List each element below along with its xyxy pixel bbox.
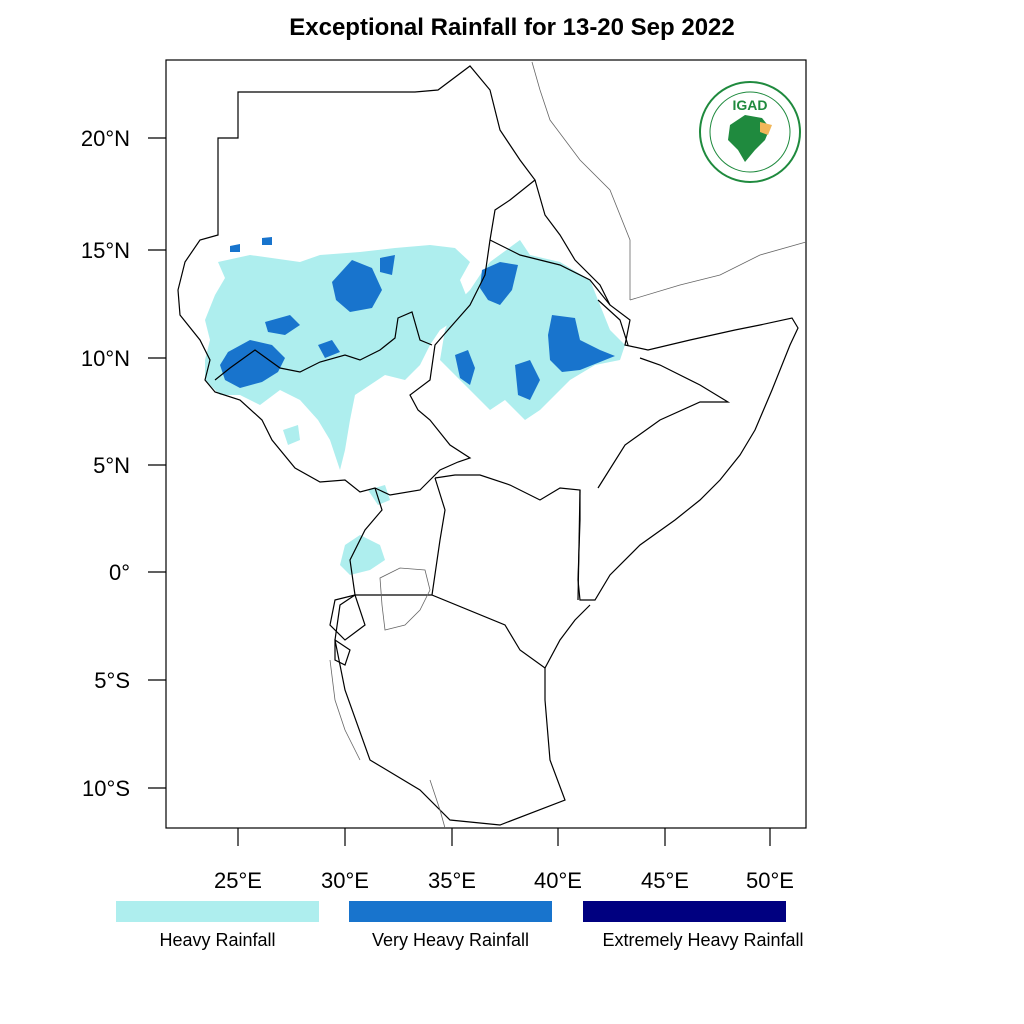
lat-label-10n: 10°N — [81, 346, 130, 371]
lat-ticks — [148, 137, 166, 789]
lon-label-50e: 50°E — [746, 868, 794, 893]
lakes-and-outlines — [329, 61, 807, 829]
map-title: Exceptional Rainfall for 13-20 Sep 2022 — [289, 14, 735, 41]
very-heavy-rainfall-areas — [220, 237, 615, 400]
lon-ticks — [237, 828, 771, 846]
country-borders — [177, 65, 799, 826]
lat-label-5s: 5°S — [94, 668, 130, 693]
lon-label-25e: 25°E — [214, 868, 262, 893]
legend-swatch-heavy — [116, 901, 319, 922]
igad-logo: IGAD — [699, 81, 801, 183]
lat-label-5n: 5°N — [93, 453, 130, 478]
legend-swatch-very-heavy — [349, 901, 552, 922]
lat-label-10s: 10°S — [82, 776, 130, 801]
legend-label-very-heavy: Very Heavy Rainfall — [371, 930, 530, 950]
heavy-rainfall-areas — [205, 240, 625, 575]
lat-label-20n: 20°N — [81, 126, 130, 151]
map-frame — [165, 59, 807, 829]
lon-label-40e: 40°E — [534, 868, 582, 893]
legend-label-extreme: Extremely Heavy Rainfall — [602, 930, 804, 950]
lon-label-45e: 45°E — [641, 868, 689, 893]
legend-swatch-extreme — [583, 901, 786, 922]
logo-text: IGAD — [733, 97, 768, 113]
lat-label-0: 0° — [109, 560, 130, 585]
lon-label-35e: 35°E — [428, 868, 476, 893]
lon-label-30e: 30°E — [321, 868, 369, 893]
legend-label-heavy: Heavy Rainfall — [159, 930, 276, 950]
lat-label-15n: 15°N — [81, 238, 130, 263]
